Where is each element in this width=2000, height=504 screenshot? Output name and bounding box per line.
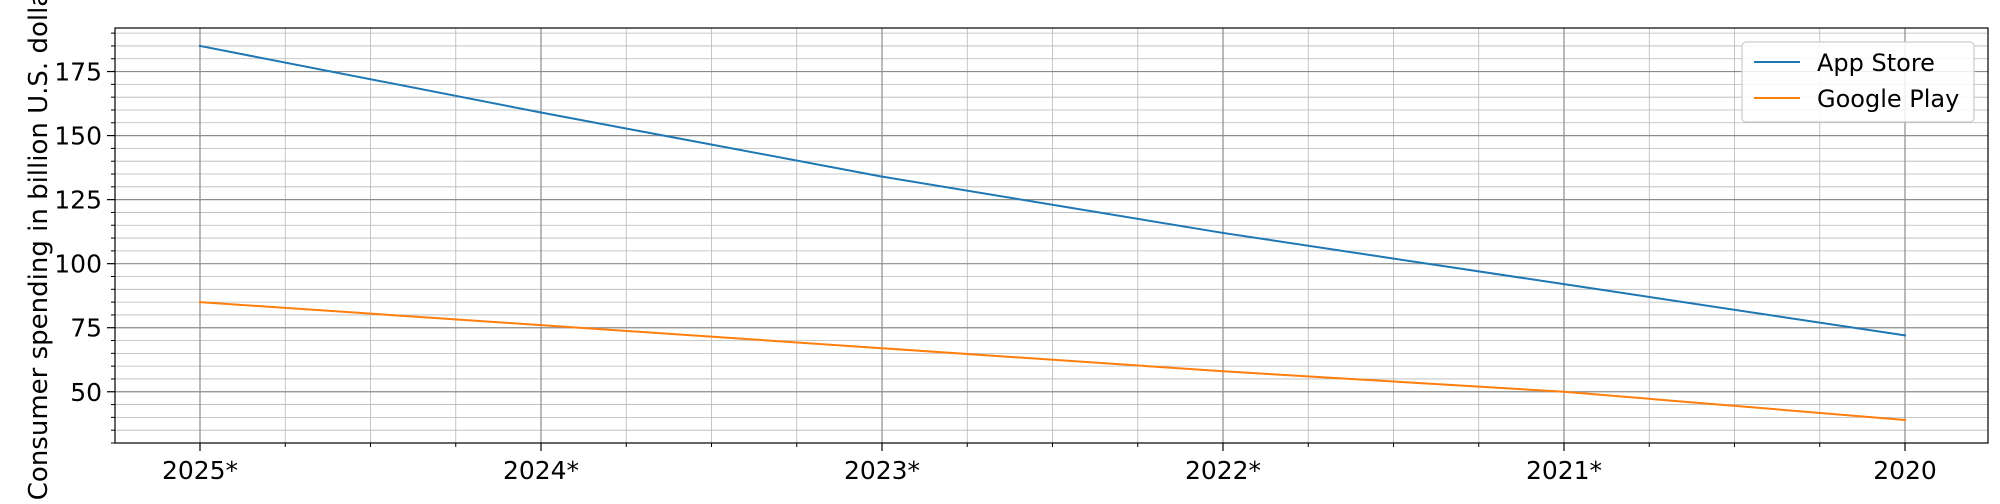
data-point xyxy=(1903,418,1907,422)
y-tick-label: 100 xyxy=(54,250,102,279)
data-point xyxy=(539,323,543,327)
data-point xyxy=(1903,334,1907,337)
y-tick-label: 125 xyxy=(54,186,102,215)
x-tick-label: 2021* xyxy=(1526,456,1602,485)
series-line-google-play xyxy=(199,301,1906,421)
x-tick-label: 2020 xyxy=(1873,456,1937,485)
y-tick-label: 75 xyxy=(70,314,102,343)
x-tick-label: 2024* xyxy=(503,456,579,485)
series-line-app-store xyxy=(199,44,1906,337)
data-point xyxy=(880,347,884,350)
legend-label-app-store: App Store xyxy=(1817,49,1935,77)
data-point xyxy=(198,44,202,48)
x-tick-label: 2025* xyxy=(162,456,238,485)
y-tick-label: 150 xyxy=(54,122,102,151)
x-tick-label: 2022* xyxy=(1185,456,1261,485)
y-tick-label: 175 xyxy=(54,58,102,87)
data-point xyxy=(1221,370,1225,373)
data-point xyxy=(198,300,202,304)
plot-area-frame xyxy=(114,27,1989,444)
data-point xyxy=(1562,282,1566,286)
data-point xyxy=(539,111,543,114)
x-tick-label: 2023* xyxy=(844,456,920,485)
data-point xyxy=(880,175,884,178)
legend: App Store Google Play xyxy=(1741,41,1975,123)
y-axis-label: Consumer spending in billion U.S. dolla xyxy=(24,0,54,500)
y-tick-label: 50 xyxy=(70,378,102,407)
data-point xyxy=(1221,231,1225,235)
legend-label-google-play: Google Play xyxy=(1817,85,1959,113)
data-point xyxy=(1562,390,1566,393)
